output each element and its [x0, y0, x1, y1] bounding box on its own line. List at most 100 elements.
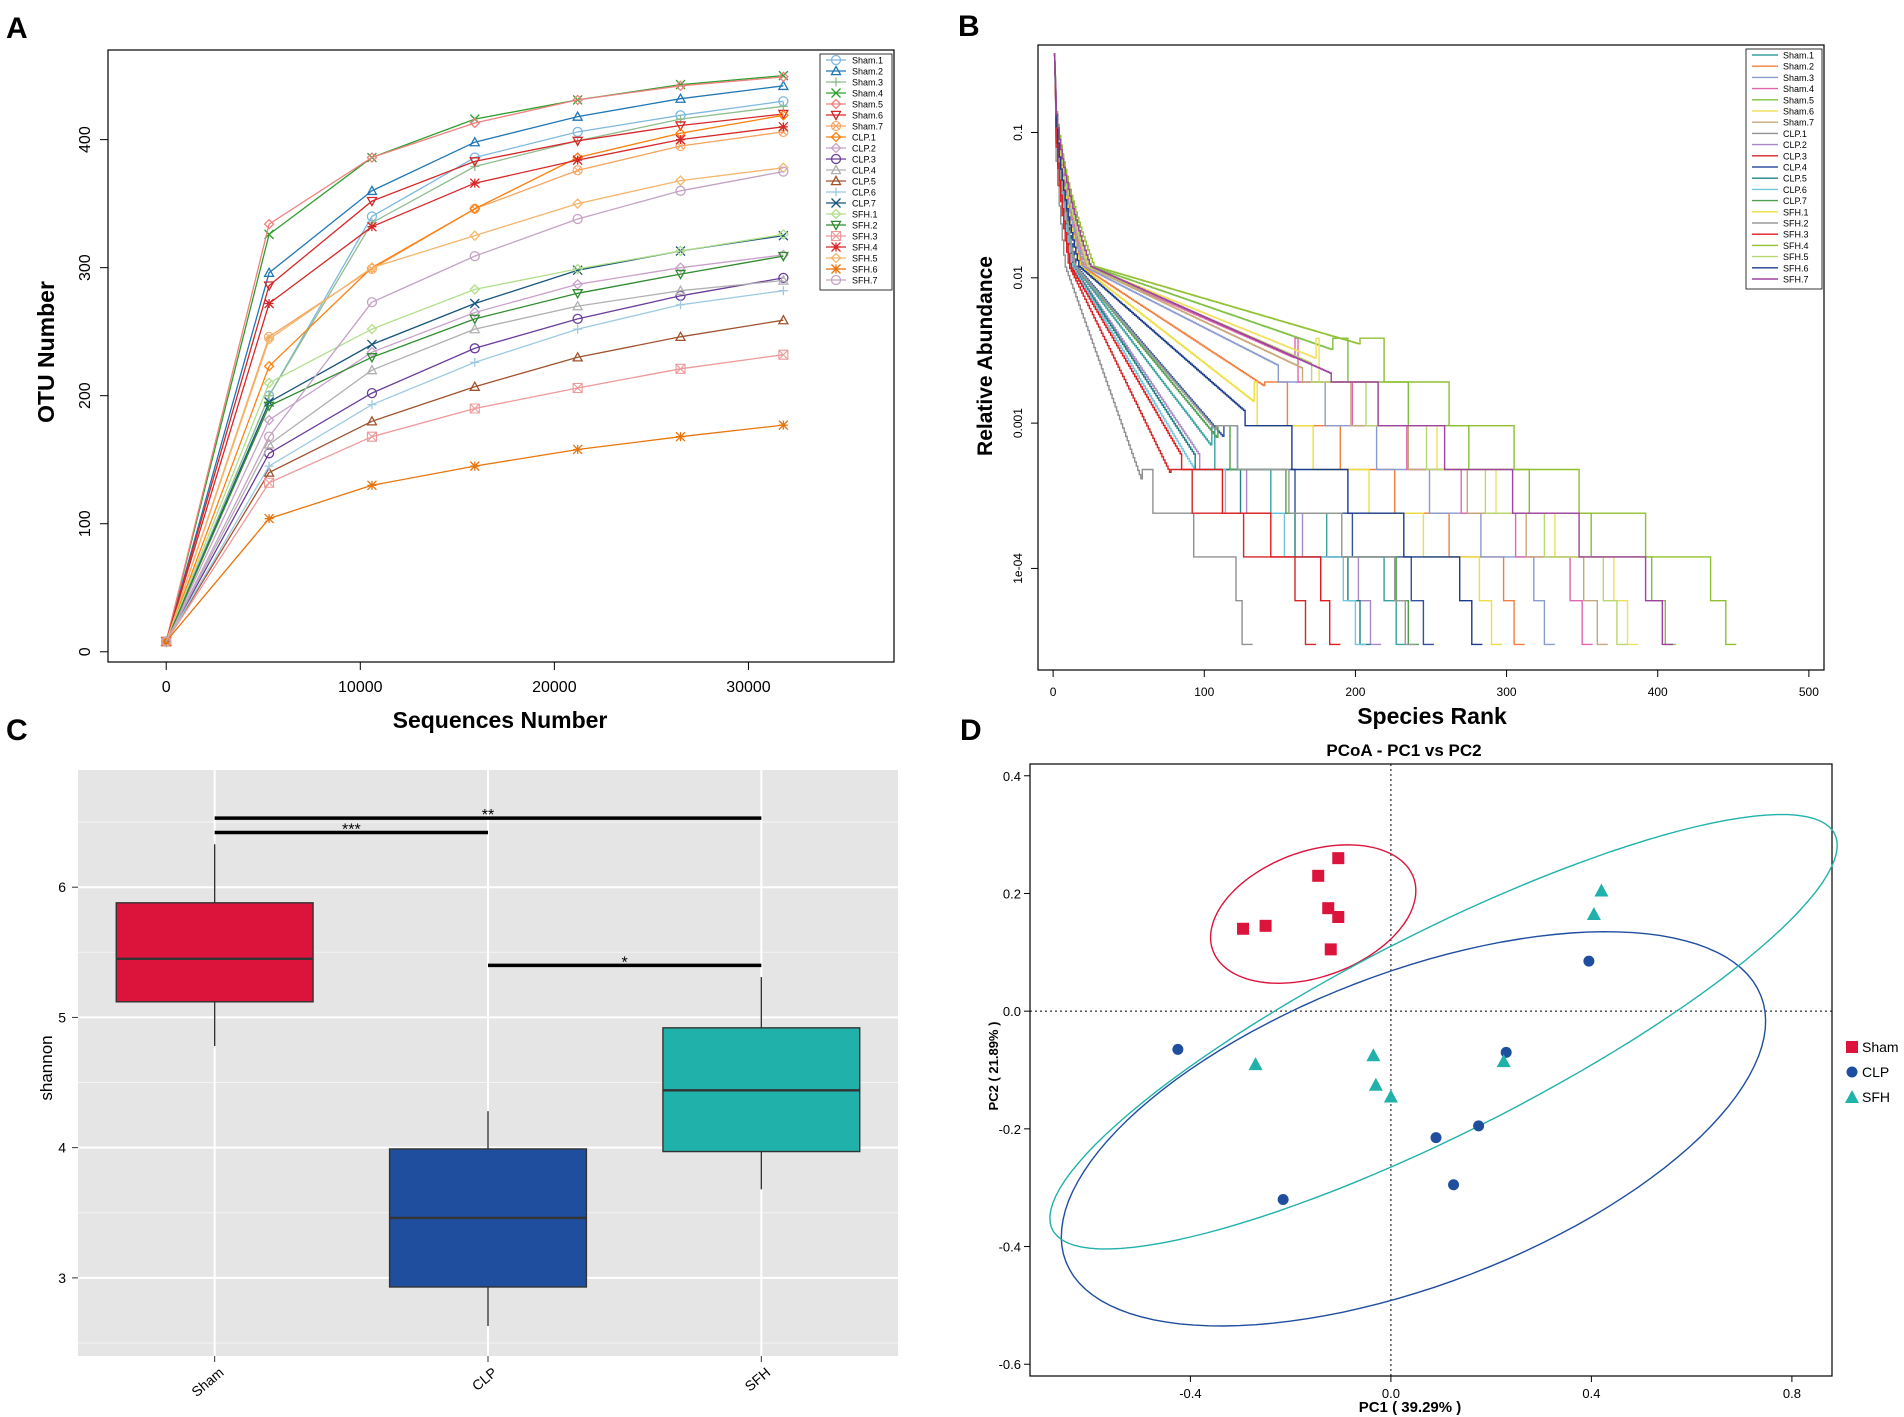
panel-a-point-sfh-3 — [778, 349, 789, 360]
panel-a-y-axis-label: OTU Number — [33, 281, 59, 423]
panel-a-line-sham-5 — [165, 76, 784, 642]
panel-a-point-sfh-1 — [263, 377, 275, 389]
panel-a-point-sfh-2 — [572, 289, 584, 300]
panel-a-point-sfh-2 — [263, 401, 275, 412]
panel-a-legend-label: CLP.3 — [852, 155, 876, 165]
panel-d-point-sfh — [1248, 1057, 1263, 1071]
panel-a-point-clp-6 — [264, 461, 274, 471]
panel-a-point-sham-6 — [674, 121, 687, 132]
panel-a-x-tick-label: 10000 — [338, 679, 383, 696]
panel-b-x-axis-label: Species Rank — [1357, 703, 1507, 729]
panel-b-line-sham-1 — [1053, 53, 1407, 646]
panel-b-line-sfh-2 — [1053, 53, 1416, 646]
panel-b-y-tick-label: 0.001 — [1011, 408, 1025, 438]
panel-a-point-sfh-6 — [778, 420, 789, 431]
panel-b-legend-label: SFH.3 — [1783, 230, 1809, 240]
panel-b-legend-label: SFH.1 — [1783, 207, 1809, 217]
panel-b-y-tick-label: 1e-04 — [1011, 553, 1025, 584]
panel-a-point-clp-1 — [469, 203, 481, 215]
panel-d-legend-marker-clp — [1846, 1066, 1858, 1078]
panel-a-legend-label: Sham.3 — [852, 78, 883, 88]
panel-c-y-tick-label: 4 — [58, 1140, 66, 1156]
panel-b-legend-label: Sham.6 — [1783, 107, 1814, 117]
panel-a-point-clp-5 — [469, 380, 481, 391]
panel-b-legend-label: Sham.3 — [1783, 73, 1814, 83]
panel-b-line-clp-1 — [1053, 53, 1253, 646]
panel-a-legend-label: CLP.2 — [852, 144, 876, 154]
panel-a-point-clp-5 — [366, 415, 378, 426]
panel-d-point-clp — [1500, 1046, 1512, 1058]
panel-a-legend-label: SFH.4 — [852, 243, 878, 253]
panel-a-point-sfh-4 — [264, 298, 275, 309]
panel-b-legend-label: CLP.5 — [1783, 174, 1807, 184]
panel-a-legend-label: Sham.1 — [852, 56, 883, 66]
panel-a-legend-marker — [830, 142, 842, 154]
panel-b-x-tick-label: 400 — [1648, 685, 1668, 699]
panel-d-plot-frame — [1029, 763, 1833, 1377]
panel-b-legend-label: SFH.5 — [1783, 252, 1809, 262]
panel-b-line-sham-6 — [1053, 53, 1639, 646]
panel-a-y-tick-label: 300 — [77, 254, 94, 281]
panel-b-legend-label: Sham.4 — [1783, 84, 1814, 94]
panel-b-x-tick-label: 100 — [1194, 685, 1214, 699]
panel-a-legend-marker — [830, 252, 842, 264]
panel-d-x-tick-label: 0.4 — [1582, 1386, 1600, 1401]
panel-a-point-sham-5 — [675, 80, 686, 92]
panel-a-point-sfh-3 — [264, 477, 275, 488]
panel-a-point-sham-5 — [263, 218, 275, 230]
panel-label-a: A — [6, 12, 28, 45]
panel-a-point-clp-4 — [366, 364, 378, 375]
panel-a-point-sham-6 — [572, 136, 584, 147]
panel-b-axes: 0 100 200 300 400 500 0.1 0.01 0.001 1e-04 — [1011, 124, 1819, 699]
panel-c-x-tick-label: Sham — [188, 1364, 226, 1400]
panel-a-legend-marker — [830, 230, 842, 242]
panel-d-y-tick-label: 0.0 — [1003, 1004, 1021, 1019]
panel-a-legend-marker — [830, 274, 842, 286]
panel-d-point-clp — [1583, 955, 1595, 967]
panel-a-legend-label: CLP.5 — [852, 177, 876, 187]
panel-a-x-tick-label: 20000 — [532, 679, 577, 696]
panel-a-point-sham-5 — [572, 94, 584, 106]
panel-b-legend-label: CLP.6 — [1783, 185, 1807, 195]
panel-d-point-sham — [1259, 919, 1272, 932]
panel-a-line-clp-3 — [165, 277, 784, 642]
panel-d-x-tick-label: -0.4 — [1179, 1386, 1201, 1401]
panel-a-point-sfh-6 — [366, 480, 377, 491]
panel-a-legend-marker — [830, 153, 842, 165]
panel-b-legend-label: Sham.2 — [1783, 62, 1814, 72]
panel-a-legend-marker — [830, 208, 842, 220]
panel-a-point-clp-6 — [676, 300, 686, 310]
panel-a-line-sfh-2 — [165, 255, 784, 642]
panel-a-point-clp-3 — [469, 343, 480, 354]
panel-a-point-clp-2 — [263, 414, 275, 426]
panel-a-legend-marker — [830, 110, 842, 121]
panel-a-line-sfh-5 — [165, 167, 784, 642]
panel-d-point-sfh — [1496, 1054, 1511, 1068]
panel-c-significance-label: * — [622, 954, 628, 971]
panel-a-point-clp-4 — [572, 300, 584, 311]
panel-a-point-clp-5 — [572, 351, 584, 362]
panel-a-legend-label: Sham.6 — [852, 111, 883, 121]
panel-d-point-sham — [1322, 902, 1335, 915]
panel-a-point-sfh-6 — [469, 461, 480, 472]
panel-a-legend-label: CLP.1 — [852, 133, 876, 143]
panel-d-points — [1172, 852, 1609, 1205]
panel-d-point-sham — [1237, 922, 1250, 935]
panel-a-point-sfh-5 — [469, 230, 481, 242]
panel-a-point-clp-2 — [572, 278, 584, 290]
panel-a-point-sfh-2 — [366, 353, 378, 364]
panel-a-line-clp-1 — [165, 114, 784, 642]
panel-b-legend-label: CLP.4 — [1783, 163, 1807, 173]
panel-a-point-sham-5 — [777, 71, 789, 83]
panel-a-point-sfh-2 — [777, 251, 789, 262]
panel-a-line-sfh-7 — [165, 170, 784, 642]
panel-a-x-axis-label: Sequences Number — [393, 707, 608, 733]
panel-a-legend-label: Sham.5 — [852, 100, 883, 110]
panel-a-line-clp-4 — [165, 279, 784, 642]
panel-a-legend-marker — [830, 54, 842, 66]
panel-a-point-clp-6 — [470, 357, 480, 367]
panel-a-line-sfh-1 — [165, 233, 784, 642]
panel-b-x-tick-label: 300 — [1497, 685, 1517, 699]
panel-c-boxes — [115, 844, 861, 1327]
